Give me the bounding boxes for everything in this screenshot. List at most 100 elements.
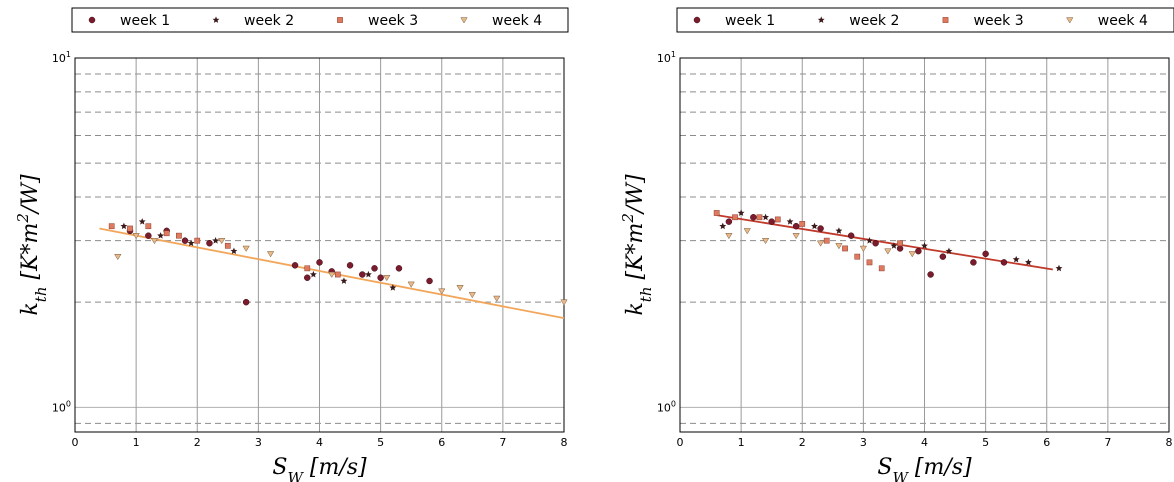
legend-label: week 1 [120, 13, 170, 29]
data-point [866, 237, 873, 244]
y-axis-label: kth​ [K*m2​/W] [14, 174, 50, 315]
x-axis-label: SW​ [m/s] [877, 455, 972, 482]
x-tick-label: 0 [677, 436, 684, 449]
data-point [224, 242, 231, 249]
legend-label: week 1 [725, 13, 775, 29]
legend: week 1 week 2 week 3 week 4 [676, 7, 1174, 33]
data-point [340, 277, 348, 284]
x-tick-label: 5 [982, 436, 989, 449]
x-tick-label: 3 [860, 436, 867, 449]
legend-marker [212, 16, 220, 23]
data-point [762, 213, 769, 221]
data-point [1055, 264, 1063, 272]
series-week-1 [725, 214, 1008, 278]
data-point [792, 222, 800, 230]
series-week-4 [114, 233, 568, 306]
data-point [371, 265, 378, 272]
x-tick-label: 6 [438, 436, 445, 449]
series-week-2 [120, 218, 397, 291]
x-tick-label: 8 [561, 436, 568, 449]
data-point [939, 253, 947, 260]
data-point [817, 225, 824, 232]
data-point [945, 247, 953, 255]
y-tick-label: 101 [52, 50, 71, 65]
data-point [468, 292, 476, 299]
data-point [150, 238, 159, 245]
data-point [230, 247, 238, 255]
legend-label: week 3 [974, 13, 1024, 29]
data-point [426, 277, 433, 285]
data-point [163, 230, 170, 237]
data-point [309, 270, 317, 278]
data-point [108, 223, 115, 230]
x-tick-label: 4 [316, 436, 323, 449]
data-point [847, 232, 855, 239]
data-point [560, 299, 568, 306]
data-point [719, 222, 727, 230]
data-point [383, 275, 391, 282]
data-point [206, 239, 213, 247]
axes-frame [74, 57, 565, 433]
series-week-3 [713, 210, 903, 272]
y-tick-label: 101 [657, 50, 676, 65]
series-week-2 [719, 209, 1063, 272]
legend-label: week 2 [849, 13, 899, 29]
data-point [915, 247, 922, 255]
data-point [811, 222, 818, 230]
data-point [743, 228, 751, 235]
data-point [1000, 259, 1008, 266]
legend-marker [1066, 17, 1074, 24]
data-point [927, 271, 934, 278]
x-tick-label: 2 [194, 436, 201, 449]
data-point [890, 242, 898, 249]
data-point [732, 214, 738, 221]
data-point [176, 232, 182, 239]
legend-label: week 2 [244, 13, 294, 29]
data-point [493, 295, 501, 302]
data-point [145, 232, 152, 239]
data-point [266, 251, 275, 258]
data-point [304, 274, 311, 281]
data-point [157, 232, 164, 239]
data-point [316, 259, 323, 266]
series-week-1 [126, 227, 433, 306]
legend-box [676, 7, 1174, 33]
y-tick-label: 100 [657, 399, 676, 414]
data-point [1024, 258, 1032, 266]
data-point [872, 239, 879, 247]
data-point [395, 265, 403, 272]
data-point [438, 288, 446, 295]
data-point [768, 218, 775, 225]
data-point [761, 238, 770, 245]
data-point [359, 271, 366, 278]
data-point [896, 245, 904, 252]
data-point [786, 218, 794, 225]
x-tick-label: 4 [921, 436, 928, 449]
data-point [970, 259, 977, 266]
data-point [725, 218, 733, 225]
series-week-4 [725, 228, 916, 258]
data-point [120, 222, 128, 230]
data-point [456, 285, 464, 292]
legend-box [71, 7, 569, 33]
data-point [138, 218, 146, 225]
data-point [212, 237, 220, 244]
x-tick-label: 5 [377, 436, 384, 449]
data-point [908, 251, 916, 258]
data-point [364, 270, 372, 278]
data-point [750, 214, 757, 221]
y-tick-label: 100 [52, 399, 71, 414]
x-axis-label: SW​ [m/s] [272, 455, 367, 482]
data-point [842, 245, 848, 252]
data-point [218, 238, 226, 245]
data-point [816, 240, 825, 247]
grid [74, 58, 565, 432]
legend-label: week 3 [368, 13, 418, 29]
data-point [756, 214, 763, 221]
data-point [1012, 255, 1020, 263]
series-week-3 [108, 223, 341, 278]
data-point [114, 253, 122, 261]
data-point [854, 253, 861, 260]
data-point [823, 237, 830, 244]
